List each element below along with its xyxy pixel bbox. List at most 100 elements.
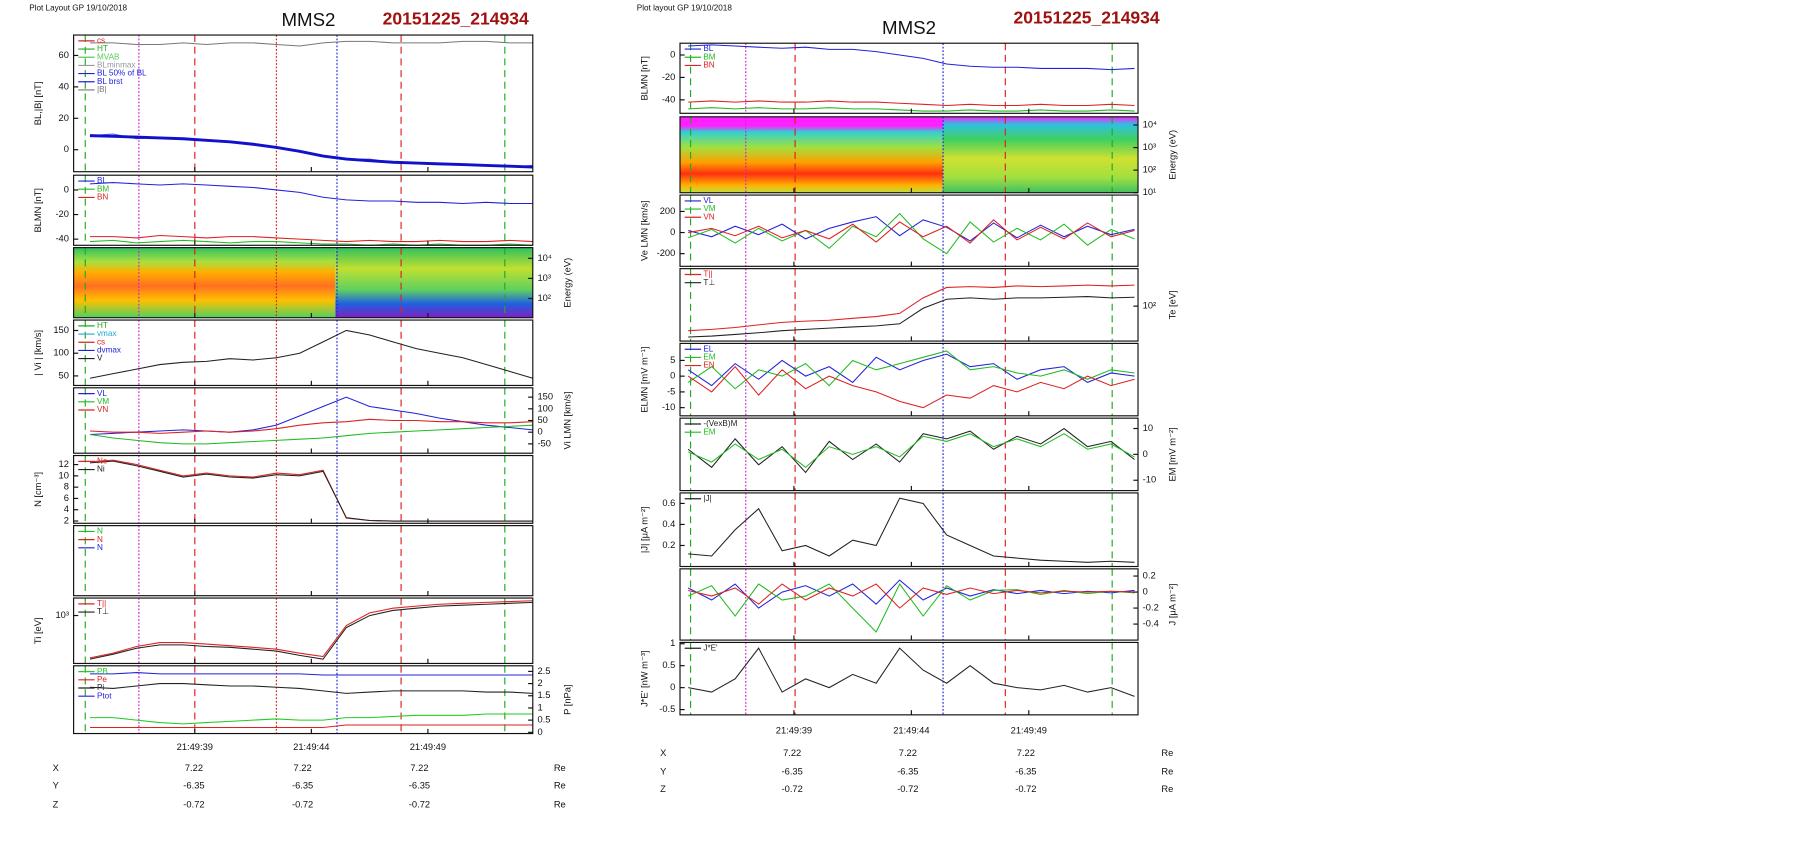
position-cell: -6.35 [292,781,313,791]
trace [688,100,1135,107]
legend-label: VN [97,405,108,414]
legend-label: BM [97,184,109,193]
panel-frame [679,116,1139,194]
y-tick-label: 0.2 [1143,571,1156,581]
position-cell: -0.72 [1015,784,1036,794]
trace [688,284,1135,332]
legend-label: T|| [97,599,106,608]
legend-label: BL [703,44,713,53]
y-tick-label: 0 [670,682,675,692]
position-cell: Y [53,781,60,791]
y-tick-label: 0 [670,371,675,381]
y-axis-label: J [μA m⁻²] [1168,584,1178,626]
trace [688,497,1135,563]
y-tick-label: -50 [537,438,550,448]
y-axis-label: ELMN [mV m⁻¹] [639,347,649,413]
panel: NNN [73,525,534,597]
panel-frame [679,568,1139,641]
legend-label: MVAB [97,52,120,61]
trace [89,601,533,660]
y-tick-label: -0.4 [1143,619,1159,629]
title: MMS2 [882,17,936,38]
y-axis-label: P [nPa] [562,684,572,714]
y-tick-label: 60 [59,50,69,60]
trace [89,329,533,379]
y-tick-label: 150 [537,392,553,402]
legend-label: N [97,535,103,544]
legend-label: Pe [97,675,107,684]
y-tick-label: 10³ [1143,142,1156,152]
y-tick-label: 100 [537,403,553,413]
legend-label: N [97,543,103,552]
y-tick-label: -5 [667,386,675,396]
legend-label: BL [97,176,107,185]
trace [89,134,533,169]
y-tick-label: 0.2 [662,540,675,550]
position-cell: -0.72 [292,799,313,809]
spectrogram-after [942,116,1139,193]
trace [688,647,1135,697]
spectrogram-before [680,116,943,193]
y-tick-label: -20 [55,209,68,219]
position-cell: X [53,763,60,773]
y-axis-label: Ti [eV] [33,617,43,644]
position-cell: Y [660,767,667,777]
y-tick-label: -40 [55,234,68,244]
spectrogram-after [335,247,533,318]
panel-frame [679,641,1139,716]
trace [688,212,1135,255]
position-cell: Z [660,784,666,794]
trace [687,365,1135,409]
y-tick-label: 0.6 [662,498,675,508]
position-cell: -6.35 [782,767,803,777]
y-tick-label: 10³ [537,273,550,283]
legend-label: T⊥ [97,607,109,616]
panel: 10³ Ti [eV] T||T⊥ [33,597,534,665]
trace [89,418,533,434]
y-axis-label: Te [eV] [1168,290,1178,319]
panel-frame [73,454,534,524]
y-axis-label: BLMN [nT] [639,56,649,101]
legend-label: BN [703,61,714,70]
panel-frame [73,387,534,454]
y-tick-label: 10² [1143,301,1156,311]
legend-label: Ne [97,457,108,466]
y-tick-label: 1.5 [537,690,550,700]
position-cell: Re [1161,784,1173,794]
legend-label: VN [703,212,714,221]
panel-frame [73,319,534,387]
y-tick-label: -20 [662,72,675,82]
y-tick-label: 0.5 [662,660,675,670]
spectrogram-before [73,247,336,318]
panel: 1 0.5 0 -0.5 J*E' [nW m⁻³] J*E' [639,638,1139,716]
y-tick-label: -10 [1143,475,1156,485]
y-tick-label: 10² [1143,165,1156,175]
y-tick-label: 10³ [55,610,68,620]
legend-label: T⊥ [703,278,715,287]
y-tick-label: 1 [670,638,675,648]
x-tick-label: 21:49:49 [1011,726,1047,736]
position-cell: -0.72 [409,799,430,809]
y-axis-label: | Vi | [km/s] [33,330,43,376]
trace [687,433,1135,469]
legend-label: PB [97,667,108,676]
legend-label: BN [97,193,108,202]
position-cell: Re [1161,767,1173,777]
trace [89,424,533,445]
y-axis-label: Energy (eV) [1168,130,1178,180]
y-tick-label: 2 [64,516,69,526]
event-id: 20151225_214934 [1014,7,1160,27]
trace [687,350,1135,390]
panel-frame [679,42,1139,114]
panel-frame [679,342,1139,417]
panel: 10² Te [eV] T||T⊥ [679,268,1178,342]
x-tick-label: 21:49:44 [293,742,329,752]
legend-label: -(VexB)M [703,419,737,428]
legend-label: BM [703,52,715,61]
y-tick-label: -0.5 [659,704,675,714]
